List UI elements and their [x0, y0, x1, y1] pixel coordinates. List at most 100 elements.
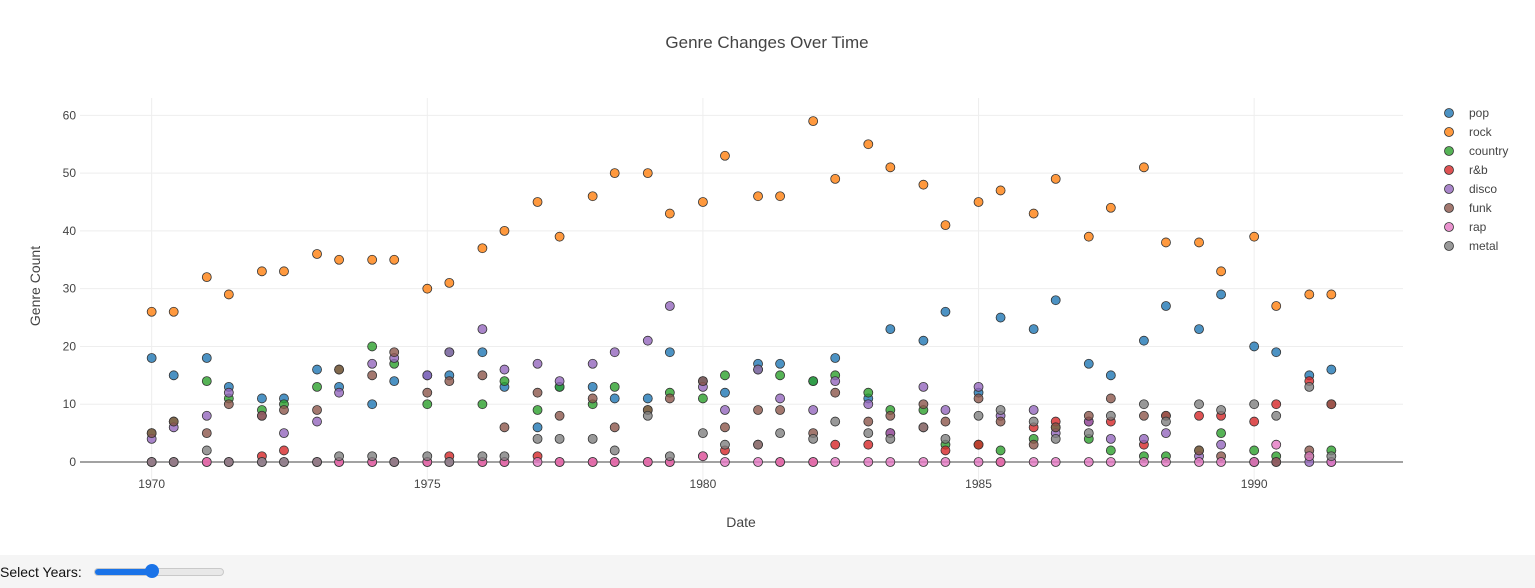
data-point-rock	[830, 173, 841, 184]
data-point-funk	[1271, 457, 1282, 467]
data-point-disco	[1216, 439, 1226, 450]
data-point-country	[609, 381, 620, 392]
x-tick-label: 1990	[1241, 477, 1268, 491]
data-point-rock	[775, 191, 785, 202]
data-point-funk	[940, 416, 951, 427]
data-point-metal	[1105, 410, 1116, 421]
data-point-metal	[312, 457, 322, 467]
data-point-rap	[885, 457, 896, 467]
data-point-funk	[1083, 410, 1094, 421]
data-point-pop	[389, 376, 400, 387]
data-point-pop	[1105, 370, 1116, 381]
data-point-rock	[1304, 289, 1315, 300]
data-point-metal	[885, 433, 896, 444]
data-point-funk	[1028, 439, 1039, 450]
data-point-r&b	[279, 445, 289, 456]
data-point-metal	[389, 457, 400, 467]
data-point-rap	[201, 457, 212, 467]
data-point-rap	[1105, 457, 1116, 467]
data-point-disco	[587, 358, 598, 369]
data-point-pop	[720, 387, 730, 398]
data-point-rock	[477, 243, 488, 254]
data-point-disco	[312, 416, 322, 427]
data-point-rock	[1161, 237, 1171, 248]
data-point-metal	[1050, 433, 1061, 444]
data-point-pop	[1271, 347, 1282, 358]
legend-label-funk: funk	[1469, 201, 1493, 215]
data-point-rap	[1249, 457, 1260, 467]
data-point-rock	[973, 197, 984, 207]
data-point-metal	[918, 422, 929, 433]
data-point-disco	[1105, 433, 1116, 444]
data-point-funk	[1050, 422, 1061, 433]
scatter-chart: 1970 1975 1980 1985 1990 0 10 20 30 40 50 60 Genre C…	[27, 33, 1508, 530]
data-point-rock	[1249, 231, 1260, 242]
data-point-funk	[775, 405, 785, 415]
data-point-rock	[389, 254, 400, 265]
data-point-pop	[1028, 324, 1039, 335]
data-point-country	[477, 399, 488, 410]
data-point-country	[863, 387, 874, 398]
data-point-funk	[444, 376, 455, 387]
data-point-funk	[279, 405, 289, 415]
data-point-metal	[477, 451, 488, 462]
data-point-rap	[775, 457, 785, 467]
data-point-rock	[367, 254, 378, 265]
data-point-funk	[753, 405, 763, 415]
data-point-pop	[1161, 301, 1171, 311]
data-point-metal	[1271, 410, 1282, 421]
data-point-rap	[1271, 439, 1282, 450]
data-point-metal	[1194, 399, 1204, 410]
legend-label-metal: metal	[1469, 239, 1498, 253]
data-point-funk	[146, 428, 157, 439]
data-point-disco	[720, 405, 730, 415]
data-point-pop	[146, 353, 157, 363]
data-point-rap	[808, 457, 819, 467]
data-point-country	[995, 445, 1006, 456]
data-point-disco	[223, 387, 234, 398]
data-point-metal	[367, 451, 378, 462]
data-point-metal	[664, 451, 675, 462]
data-point-metal	[1216, 405, 1226, 415]
data-point-rap	[1304, 451, 1315, 462]
data-point-disco	[367, 358, 378, 369]
y-tick-label: 60	[63, 108, 77, 122]
data-point-rap	[554, 457, 565, 467]
legend-label-rap: rap	[1469, 220, 1487, 234]
data-point-metal	[146, 457, 157, 467]
legend-marker-disco	[1444, 184, 1454, 194]
year-slider-thumb[interactable]	[145, 563, 160, 578]
data-point-funk	[830, 387, 841, 398]
data-point-rock	[532, 197, 543, 207]
data-point-funk	[863, 416, 874, 427]
data-point-disco	[279, 428, 289, 439]
data-point-funk	[334, 364, 344, 375]
data-point-funk	[367, 370, 378, 381]
data-point-rock	[1271, 301, 1282, 311]
data-point-disco	[201, 410, 212, 421]
data-point-funk	[499, 422, 510, 433]
data-point-metal	[973, 410, 984, 421]
data-point-rock	[1050, 173, 1061, 184]
data-point-funk	[995, 416, 1006, 427]
data-point-metal	[995, 405, 1006, 415]
data-point-metal	[720, 439, 730, 450]
data-point-pop	[201, 353, 212, 363]
data-point-rock	[720, 150, 730, 161]
data-point-funk	[1326, 399, 1337, 410]
data-point-rock	[664, 208, 675, 219]
legend-marker-rap	[1444, 222, 1454, 232]
data-point-rap	[940, 457, 951, 467]
data-point-country	[367, 341, 378, 352]
data-point-country	[312, 381, 322, 392]
data-point-funk	[1105, 393, 1116, 404]
data-point-pop	[168, 370, 179, 381]
data-point-pop	[1194, 324, 1204, 335]
data-point-rap	[1194, 457, 1204, 467]
data-point-rock	[995, 185, 1006, 196]
data-point-disco	[642, 335, 653, 346]
data-point-funk	[918, 399, 929, 410]
year-slider[interactable]	[93, 563, 224, 578]
data-point-metal	[422, 451, 433, 462]
data-point-metal	[863, 428, 874, 439]
